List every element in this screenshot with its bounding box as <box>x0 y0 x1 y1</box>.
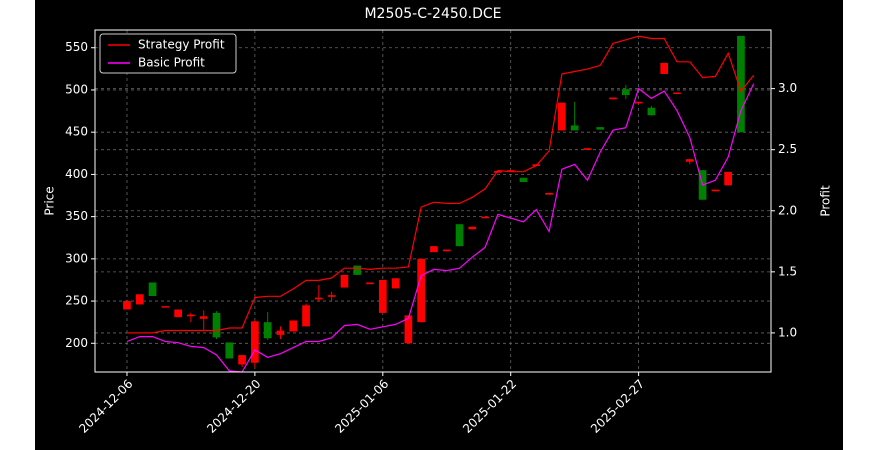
candle-body <box>494 171 502 173</box>
legend-label: Basic Profit <box>138 56 205 70</box>
legend-label: Strategy Profit <box>138 38 225 52</box>
y-tick-label: 250 <box>65 294 88 308</box>
y2-tick-label: 1.5 <box>778 264 797 278</box>
candle-body <box>468 226 477 230</box>
y2-axis-label: Profit <box>819 185 833 217</box>
y-tick-label: 550 <box>65 40 88 54</box>
candle-body <box>289 320 298 332</box>
legend-box <box>99 33 237 74</box>
candle-body <box>174 309 182 318</box>
candle-body <box>558 102 566 131</box>
candle-body <box>353 265 362 275</box>
candle-body <box>519 177 528 182</box>
candle-body <box>366 282 374 285</box>
candle-body <box>634 101 643 104</box>
y-tick-label: 450 <box>65 125 88 139</box>
chart-title: M2505-C-2450.DCE <box>364 6 501 22</box>
y-tick-label: 350 <box>65 209 88 223</box>
candle-body <box>276 330 285 335</box>
y-tick-label: 400 <box>65 167 88 181</box>
candle-body <box>123 301 131 310</box>
candle-body <box>391 278 400 289</box>
candle-body <box>583 148 592 150</box>
candle-body <box>315 297 323 300</box>
candle-body <box>430 246 438 253</box>
candle-body <box>238 355 246 365</box>
candle-body <box>161 306 170 308</box>
y-axis-label: Price <box>43 186 57 215</box>
candle-body <box>455 224 464 247</box>
candle-body <box>596 127 605 130</box>
profit-line <box>127 35 755 334</box>
candle-body <box>340 274 349 288</box>
candle-body <box>148 282 157 296</box>
candle-body <box>711 189 720 192</box>
y2-tick-label: 2.5 <box>778 142 797 156</box>
candle-body <box>199 316 208 319</box>
y-tick-label: 200 <box>65 336 88 350</box>
y2-tick-label: 2.0 <box>778 203 797 217</box>
y2-tick-label: 1.0 <box>778 325 797 339</box>
candle-body <box>570 125 579 131</box>
y2-tick-label: 3.0 <box>778 81 797 95</box>
candle-body <box>263 322 272 339</box>
candle-body <box>225 342 234 359</box>
candle-body <box>724 171 732 186</box>
figure-background <box>35 0 843 450</box>
profit-line <box>126 83 755 373</box>
candle-body <box>545 192 553 195</box>
candle-body <box>609 97 617 100</box>
candle-body <box>737 35 745 133</box>
candle-body <box>621 89 630 96</box>
candle-body <box>417 258 426 323</box>
candle-body <box>135 294 144 305</box>
candle-body <box>673 92 681 94</box>
candle-body <box>442 249 451 252</box>
y-tick-label: 300 <box>65 251 88 265</box>
candle-body <box>481 216 489 219</box>
candle-body <box>404 315 413 344</box>
candle-body <box>251 321 259 363</box>
candle-body <box>212 312 221 338</box>
candle-body <box>327 295 336 297</box>
candle-body <box>187 314 195 317</box>
candle-body <box>378 279 387 313</box>
y-tick-label: 500 <box>65 82 88 96</box>
candle-body <box>685 159 694 162</box>
candle-body <box>302 305 310 327</box>
candle-body <box>506 170 515 172</box>
plot-frame <box>94 29 772 373</box>
candle-body <box>647 107 656 116</box>
candle-body <box>660 62 669 74</box>
